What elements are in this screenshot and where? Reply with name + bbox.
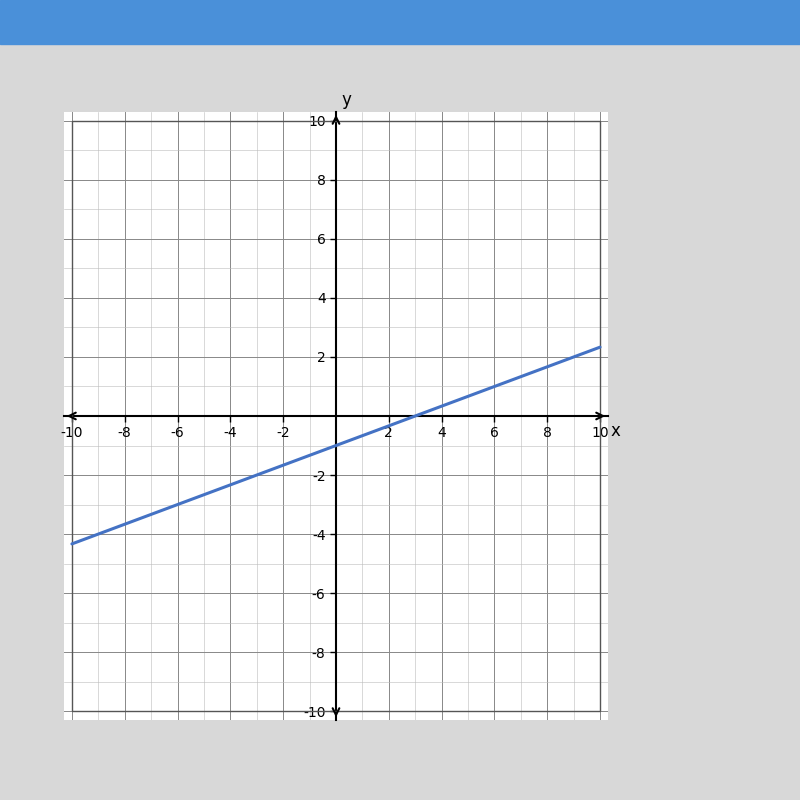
Text: y: y bbox=[342, 91, 351, 109]
Text: x: x bbox=[610, 422, 621, 440]
